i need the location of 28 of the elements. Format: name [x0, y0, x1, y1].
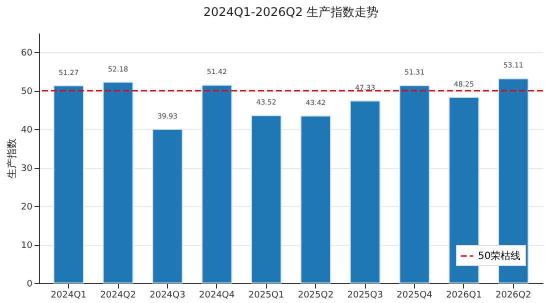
y-tick-label: 30	[21, 164, 33, 174]
bar	[399, 85, 430, 284]
y-tick-label: 10	[21, 241, 33, 252]
y-tick-label: 0	[26, 280, 33, 290]
y-tick-label: 50	[21, 87, 33, 98]
chart-title: 2024Q1-2026Q2 生产指数走势	[203, 5, 379, 19]
y-tick-label: 40	[21, 126, 33, 136]
bar	[53, 85, 84, 284]
y-tick-label: 20	[21, 202, 33, 213]
bar	[250, 115, 282, 284]
x-tick-label: 2025Q2	[298, 290, 334, 300]
x-tick-label: 2026Q1	[446, 290, 482, 300]
x-tick-label: 2024Q2	[100, 290, 136, 300]
x-tick-label: 2025Q1	[248, 290, 284, 300]
bar	[152, 128, 183, 284]
y-axis-title: 生产指数	[6, 138, 18, 178]
bar	[202, 84, 232, 284]
bar	[350, 100, 380, 284]
bar	[102, 82, 134, 284]
x-tick-label: 2024Q4	[199, 290, 236, 300]
x-tick-label: 2024Q1	[50, 290, 87, 300]
x-tick-label: 2025Q4	[396, 290, 433, 300]
x-tick-label: 2024Q3	[150, 290, 186, 300]
x-tick-label: 2025Q3	[347, 290, 383, 300]
x-tick-label: 2026Q2	[495, 290, 532, 300]
y-tick-label: 60	[21, 48, 33, 59]
legend-label: 50荣枯线	[478, 250, 521, 262]
bar	[300, 116, 332, 284]
